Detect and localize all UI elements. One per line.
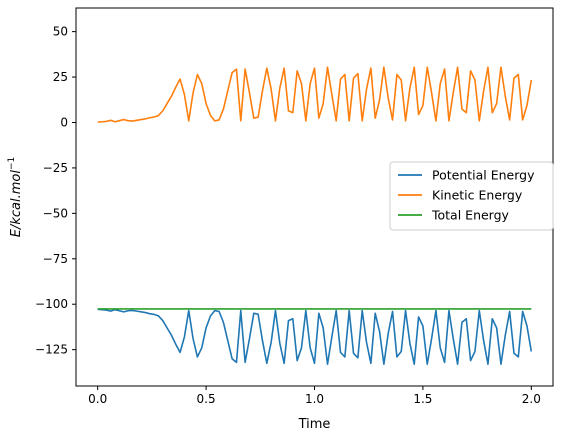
- series-line-1: [97, 66, 533, 123]
- x-tick-label: 0.5: [197, 392, 216, 406]
- y-axis-ticks: 50 25 0 −25 −50 −75 −100 −125: [35, 25, 76, 357]
- y-tick-label: −75: [43, 252, 68, 266]
- x-tick-label: 1.5: [413, 392, 432, 406]
- legend-label-2: Total Energy: [431, 208, 510, 223]
- x-axis-ticks: 0.0 0.5 1.0 1.5 2.0: [88, 386, 541, 406]
- y-tick-label: 0: [60, 115, 68, 129]
- legend-label-0: Potential Energy: [432, 168, 535, 183]
- y-tick-label: 25: [53, 70, 68, 84]
- y-tick-label: −100: [35, 297, 68, 311]
- x-tick-label: 1.0: [305, 392, 324, 406]
- series-line-0: [97, 308, 533, 365]
- x-tick-label: 2.0: [522, 392, 541, 406]
- legend: Potential Energy Kinetic Energy Total Ener…: [389, 161, 554, 231]
- y-axis-label: E/kcal.mol−1: [7, 157, 24, 238]
- x-tick-label: 0.0: [88, 392, 107, 406]
- legend-box: [389, 161, 554, 231]
- y-axis-label-text: E/kcal.mol: [9, 170, 24, 238]
- y-axis-label-exponent: −1: [7, 157, 17, 170]
- y-tick-label: 50: [53, 25, 68, 39]
- legend-label-1: Kinetic Energy: [432, 188, 523, 203]
- x-axis-label: Time: [298, 417, 331, 432]
- y-tick-label: −25: [43, 161, 68, 175]
- plot-lines: [97, 66, 533, 365]
- y-tick-label: −125: [35, 343, 68, 357]
- y-tick-label: −50: [43, 206, 68, 220]
